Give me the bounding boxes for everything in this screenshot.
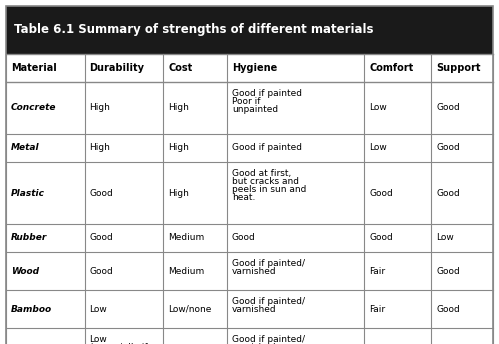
Text: Wood: Wood (11, 267, 39, 276)
Text: Good if painted: Good if painted (232, 89, 302, 98)
Text: High: High (168, 143, 189, 152)
Text: unpainted: unpainted (232, 105, 278, 114)
Text: Good: Good (436, 189, 460, 197)
Text: Metal: Metal (11, 143, 39, 152)
Text: Medium: Medium (168, 267, 205, 276)
Text: but cracks and: but cracks and (232, 177, 299, 186)
Text: Good: Good (436, 267, 460, 276)
Text: Fair: Fair (369, 267, 386, 276)
Text: Hygiene: Hygiene (232, 63, 277, 73)
Text: Plastic: Plastic (11, 189, 45, 197)
Text: Low: Low (436, 234, 454, 243)
Text: Poor if: Poor if (232, 97, 260, 106)
Text: Durability: Durability (89, 63, 145, 73)
Text: Good: Good (369, 234, 393, 243)
Text: heat.: heat. (232, 193, 255, 202)
Bar (6, 6, 493, 54)
Text: Support: Support (436, 63, 481, 73)
Text: Good: Good (369, 189, 393, 197)
Text: Good: Good (89, 234, 113, 243)
Text: Low: Low (89, 335, 107, 344)
Text: Concrete: Concrete (11, 104, 56, 112)
Text: Low: Low (89, 304, 107, 313)
Text: Good: Good (436, 143, 460, 152)
Text: Low/none: Low/none (168, 304, 212, 313)
Text: Good if painted: Good if painted (232, 143, 302, 152)
Text: (especially if: (especially if (89, 343, 147, 344)
Text: Good: Good (232, 234, 255, 243)
Text: Cost: Cost (168, 63, 192, 73)
Text: Low: Low (369, 143, 387, 152)
Text: High: High (168, 104, 189, 112)
Text: Good at first,: Good at first, (232, 169, 291, 178)
Text: Good: Good (89, 267, 113, 276)
Text: Good: Good (436, 104, 460, 112)
Text: Good if painted/: Good if painted/ (232, 335, 305, 344)
Text: Good: Good (436, 304, 460, 313)
Text: peels in sun and: peels in sun and (232, 185, 306, 194)
Text: Bamboo: Bamboo (11, 304, 52, 313)
Text: Material: Material (11, 63, 57, 73)
Text: Low: Low (369, 104, 387, 112)
Text: Good: Good (89, 189, 113, 197)
Text: Rubber: Rubber (11, 234, 47, 243)
Text: Good if painted/: Good if painted/ (232, 259, 305, 268)
Text: Medium: Medium (168, 234, 205, 243)
Text: varnished: varnished (232, 267, 276, 276)
Text: varnished: varnished (232, 305, 276, 314)
Text: High: High (89, 104, 110, 112)
Text: High: High (89, 143, 110, 152)
Text: High: High (168, 189, 189, 197)
Text: Comfort: Comfort (369, 63, 414, 73)
Text: Good if painted/: Good if painted/ (232, 297, 305, 306)
Text: Table 6.1 Summary of strengths of different materials: Table 6.1 Summary of strengths of differ… (14, 23, 373, 36)
Text: Fair: Fair (369, 304, 386, 313)
Text: varnished: varnished (232, 343, 276, 344)
